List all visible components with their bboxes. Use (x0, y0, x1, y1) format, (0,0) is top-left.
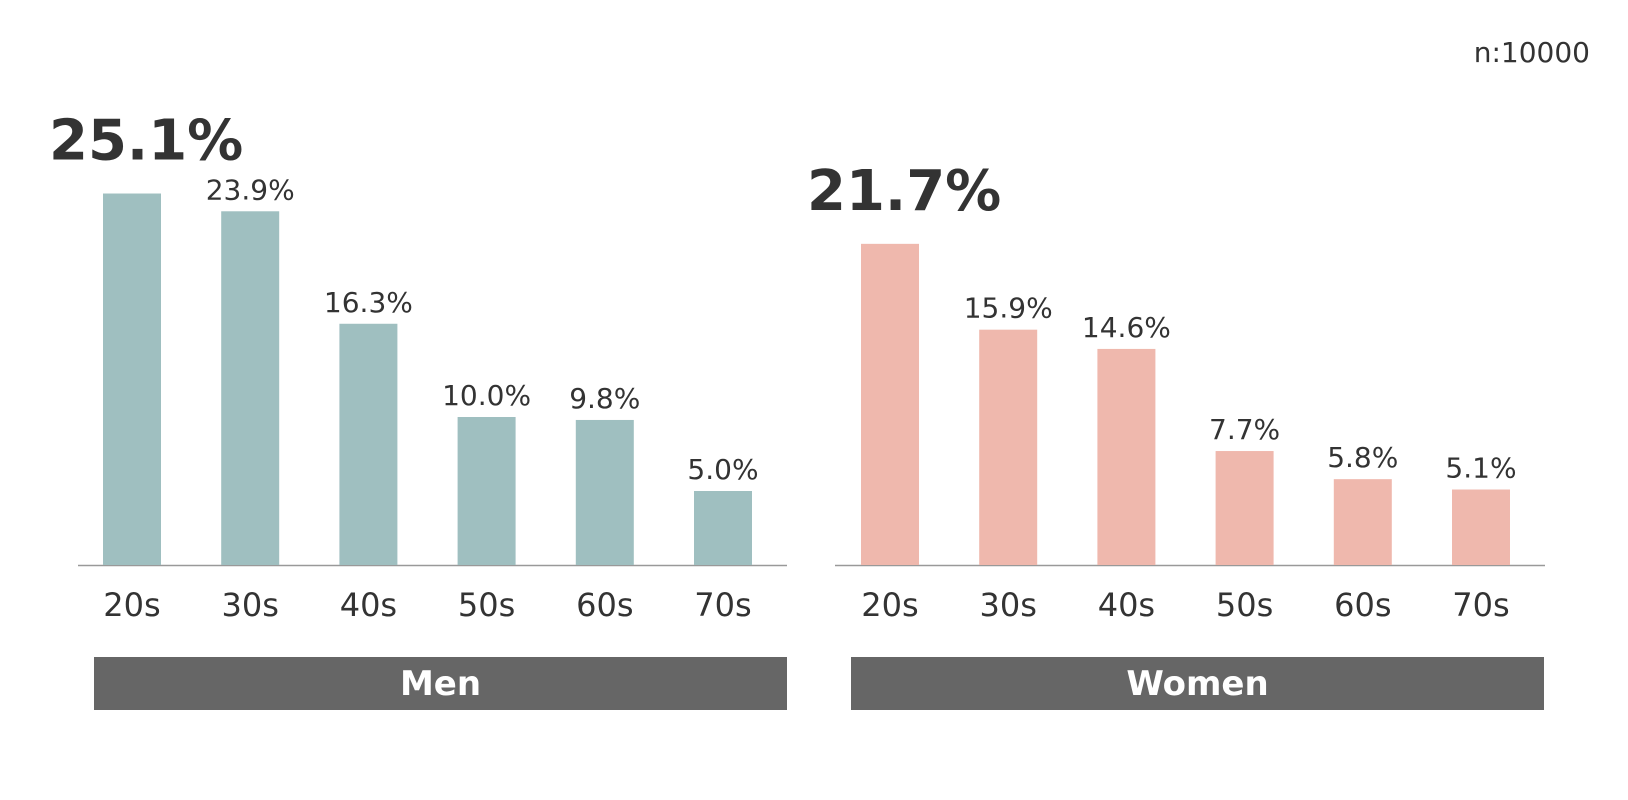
category-label-men-30s: 30s (222, 586, 279, 624)
group-label-men: Men (94, 657, 787, 710)
value-label-men-30s: 23.9% (206, 173, 295, 206)
value-label-men-50s: 10.0% (442, 379, 531, 412)
category-label-women-30s: 30s (980, 586, 1037, 624)
category-label-women-70s: 70s (1452, 586, 1509, 624)
value-label-men-40s: 16.3% (324, 286, 413, 319)
value-label-women-50s: 7.7% (1209, 413, 1280, 446)
category-label-men-70s: 70s (694, 586, 751, 624)
value-label-women-70s: 5.1% (1445, 452, 1516, 485)
category-label-women-40s: 40s (1098, 586, 1155, 624)
bar-men-30s (221, 211, 280, 565)
category-label-men-40s: 40s (340, 586, 397, 624)
bar-women-20s (861, 243, 919, 565)
group-label-women: Women (851, 657, 1544, 710)
value-label-women-30s: 15.9% (964, 292, 1053, 325)
value-label-men-60s: 9.8% (569, 382, 640, 415)
category-label-women-60s: 60s (1334, 586, 1391, 624)
sample-size-note: n:10000 (1473, 36, 1590, 69)
bar-women-60s (1333, 479, 1392, 565)
bar-men-40s (339, 323, 398, 565)
category-label-women-50s: 50s (1216, 586, 1273, 624)
category-label-women-20s: 20s (861, 586, 918, 624)
category-label-men-60s: 60s (576, 586, 633, 624)
bar-men-20s (103, 193, 161, 565)
category-label-men-20s: 20s (103, 586, 160, 624)
value-label-men-20s: 25.1% (49, 109, 243, 174)
value-label-women-60s: 5.8% (1327, 441, 1398, 474)
bar-women-30s (979, 329, 1038, 565)
value-label-women-20s: 21.7% (807, 159, 1001, 224)
bar-men-60s (575, 419, 634, 565)
bar-women-70s (1452, 489, 1510, 565)
bar-women-40s (1097, 348, 1156, 565)
bar-women-50s (1215, 451, 1274, 565)
bar-men-50s (457, 417, 516, 565)
bar-men-70s (694, 491, 752, 565)
value-label-women-40s: 14.6% (1082, 311, 1171, 344)
category-label-men-50s: 50s (458, 586, 515, 624)
value-label-men-70s: 5.0% (687, 453, 758, 486)
